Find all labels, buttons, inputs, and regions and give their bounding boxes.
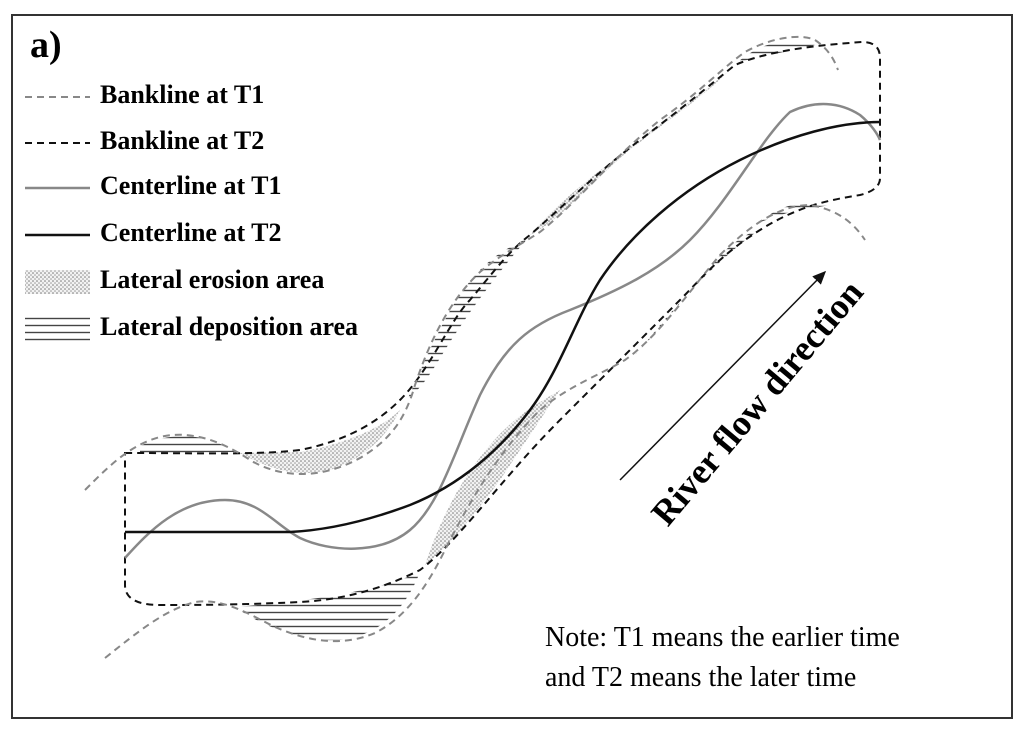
bankline-t1 bbox=[84, 35, 866, 659]
legend-swatch bbox=[25, 270, 90, 294]
bankline-t2 bbox=[124, 40, 881, 607]
legend-label: Centerline at T2 bbox=[100, 218, 282, 247]
note-line: and T2 means the later time bbox=[545, 662, 856, 693]
centerline-t1 bbox=[124, 102, 882, 559]
legend-label: Lateral erosion area bbox=[100, 265, 324, 294]
legend-swatch bbox=[25, 317, 90, 341]
legend: Bankline at T1 Bankline at T2 Centerline… bbox=[25, 80, 358, 341]
legend-label: Lateral deposition area bbox=[100, 312, 358, 341]
note-line: Note: T1 means the earlier time bbox=[545, 622, 900, 653]
flow-arrow bbox=[619, 270, 827, 481]
legend-label: Centerline at T1 bbox=[100, 171, 282, 200]
frame bbox=[11, 14, 1013, 719]
centerline-t2 bbox=[125, 120, 881, 534]
legend-label: Bankline at T1 bbox=[100, 80, 264, 109]
panel-label: a) bbox=[30, 24, 62, 66]
legend-label: Bankline at T2 bbox=[100, 126, 264, 155]
erosion-areas bbox=[240, 70, 730, 565]
